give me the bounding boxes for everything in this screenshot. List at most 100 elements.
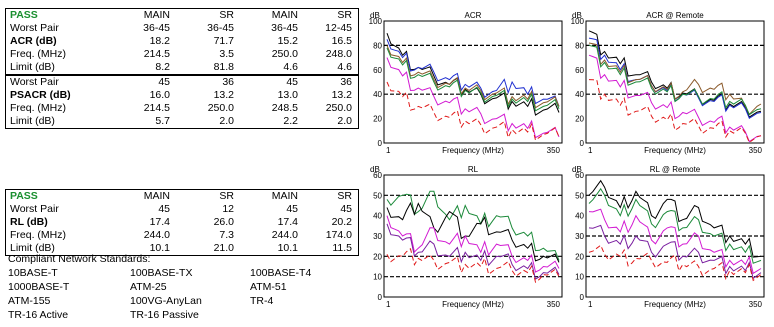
table-cell: 4.6	[283, 61, 298, 73]
table-cell: 174.0	[325, 229, 352, 241]
table-cell: 21.0	[213, 242, 234, 254]
chart-acr-remote: ACR @ Remote dB 0 20 40 60 80 100 1 350 Frequency …	[570, 9, 770, 159]
table-row: PSACR (dB) 16.0 13.2 13.0 13.2	[6, 89, 358, 102]
series-line	[588, 187, 762, 264]
chart-rl-remote: RL @ Remote dB 0 10 20 30 40 50 60 1 350 Frequency …	[570, 163, 770, 313]
y-tick-label: 100	[571, 17, 585, 26]
x-tick-label: 350	[749, 146, 763, 155]
x-axis-label: Frequency (MHz)	[644, 146, 706, 155]
table-cell: 248.0	[325, 48, 352, 60]
x-tick-label: 350	[749, 300, 763, 309]
x-tick-label: 350	[547, 300, 561, 309]
plot-frame	[585, 20, 765, 144]
series-line	[588, 30, 762, 118]
table-cell: 13.2	[331, 89, 352, 101]
standard-item: 1000BASE-T	[8, 281, 70, 293]
row-label: ACR (dB)	[10, 35, 57, 47]
x-axis-label: Frequency (MHz)	[442, 146, 504, 155]
series-line	[386, 57, 560, 139]
table-row: Worst Pair 36-45 36-45 36-45 12-45	[6, 22, 358, 35]
x-tick-label: 1	[588, 146, 593, 155]
table-cell: 26.0	[213, 216, 234, 228]
table-cell: 36-45	[207, 22, 234, 34]
table-row: Freq. (MHz) 214.5 3.5 250.0 248.0	[6, 48, 358, 61]
table-cell: 18.2	[149, 35, 170, 47]
table-row: PASS MAIN SR MAIN SR	[6, 9, 358, 22]
row-label: Limit (dB)	[10, 61, 55, 73]
pass-status: PASS	[10, 190, 38, 202]
table-cell: 45	[158, 203, 170, 215]
column-header: SR	[219, 9, 234, 21]
y-tick-label: 100	[369, 17, 383, 26]
plot-frame	[383, 20, 563, 144]
y-tick-label: 10	[575, 273, 584, 282]
column-header: SR	[219, 190, 234, 202]
series-line	[386, 47, 560, 112]
table-cell: 12-45	[325, 22, 352, 34]
table-cell: 13.0	[277, 89, 298, 101]
y-tick-label: 50	[373, 191, 382, 200]
table-cell: 2.0	[219, 115, 234, 127]
y-tick-label: 0	[580, 293, 585, 302]
series-line	[588, 179, 762, 258]
table-cell: 2.2	[283, 115, 298, 127]
x-tick-label: 1	[588, 300, 593, 309]
table-cell: 250.0	[325, 102, 352, 114]
standard-item: 10BASE-T	[8, 267, 58, 279]
chart-title: ACR @ Remote	[646, 11, 704, 20]
series-line	[386, 39, 560, 107]
chart-title: ACR	[465, 11, 482, 20]
standard-item: ATM-25	[130, 281, 167, 293]
table-cell: 7.3	[219, 229, 234, 241]
series-line	[386, 45, 560, 109]
y-tick-label: 40	[373, 90, 382, 99]
standard-item: 100BASE-T4	[250, 267, 312, 279]
pass-status: PASS	[10, 9, 38, 21]
series-line	[588, 79, 762, 144]
standard-item: 100BASE-TX	[130, 267, 193, 279]
table-cell: 11.5	[332, 242, 352, 254]
series-line	[588, 44, 762, 116]
standard-item: ATM-155	[8, 295, 51, 307]
column-header: MAIN	[143, 190, 170, 202]
table-cell: 17.4	[277, 216, 298, 228]
column-header: SR	[337, 190, 352, 202]
series-line	[588, 37, 762, 120]
series-line	[588, 208, 762, 275]
column-header: MAIN	[271, 190, 298, 202]
series-line	[386, 247, 560, 284]
y-tick-label: 0	[378, 293, 383, 302]
table-cell: 248.5	[271, 102, 298, 114]
y-tick-label: 60	[575, 171, 584, 180]
table-cell: 12	[222, 203, 234, 215]
row-label: Worst Pair	[10, 22, 59, 34]
chart-title: RL	[468, 165, 479, 174]
unit-label: dB	[370, 165, 380, 174]
x-tick-label: 1	[386, 300, 391, 309]
table-cell: 71.7	[213, 35, 234, 47]
series-line	[588, 42, 762, 116]
standard-item: ATM-51	[250, 281, 287, 293]
table-row: Freq. (MHz) 214.5 250.0 248.5 250.0	[6, 102, 358, 115]
table-cell: 16.5	[331, 35, 352, 47]
table-row: Limit (dB) 5.7 2.0 2.2 2.0	[6, 115, 358, 128]
row-label: Limit (dB)	[10, 242, 55, 254]
row-label: RL (dB)	[10, 216, 48, 228]
table-cell: 36	[222, 76, 234, 88]
table-row: Freq. (MHz) 244.0 7.3 244.0 174.0	[6, 229, 358, 242]
table-row: Worst Pair 45 12 45 45	[6, 203, 358, 216]
series-line	[386, 223, 560, 280]
y-tick-label: 60	[373, 66, 382, 75]
table-cell: 8.2	[155, 61, 170, 73]
standard-item: TR-16 Passive	[130, 309, 199, 321]
chart-rl: RL dB 0 10 20 30 40 50 60 1 350 Frequency (MHz)	[368, 163, 568, 313]
rl-results-table: PASS MAIN SR MAIN SR Worst Pair 45 12 45 45 RL (dB…	[5, 189, 359, 256]
table-cell: 17.4	[149, 216, 170, 228]
table-cell: 81.8	[213, 61, 234, 73]
unit-label: dB	[572, 11, 582, 20]
series-line	[386, 215, 560, 273]
column-header: MAIN	[271, 9, 298, 21]
series-line	[588, 244, 762, 282]
plot-frame	[383, 174, 563, 298]
table-cell: 16.0	[149, 89, 170, 101]
